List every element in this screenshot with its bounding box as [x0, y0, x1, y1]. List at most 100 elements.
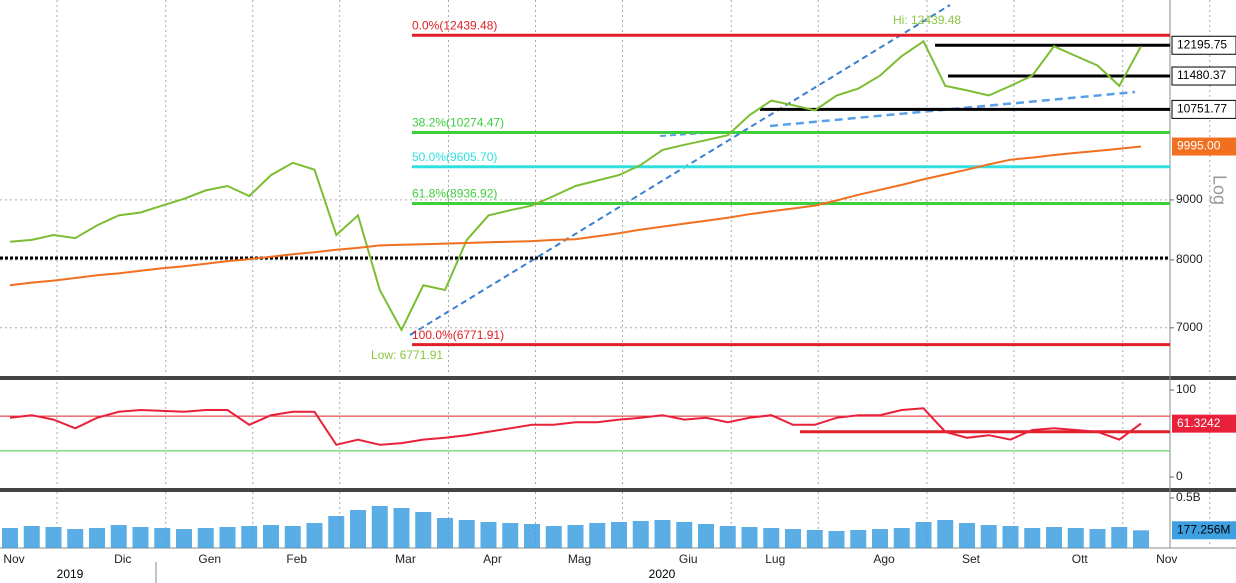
- volume-bar: [197, 528, 214, 548]
- volume-bar: [611, 522, 627, 548]
- y-tick-label: 7000: [1176, 320, 1203, 334]
- level-label: 0.0%(12439.48): [412, 18, 497, 32]
- volume-bar: [937, 520, 954, 548]
- volume-bar: [719, 526, 736, 548]
- volume-bar: [502, 523, 519, 548]
- x-tick-label: Ott: [1072, 552, 1089, 566]
- price-tag: [1171, 99, 1236, 119]
- volume-bar: [654, 520, 671, 548]
- trend-line: [409, 4, 951, 336]
- volume-bar: [545, 526, 562, 548]
- volume-bar: [480, 522, 497, 548]
- volume-bar: [632, 521, 649, 548]
- price-tag-label: 12195.75: [1177, 37, 1227, 51]
- last-value-tag: [1172, 521, 1236, 540]
- x-tick-label: Mag: [568, 552, 591, 566]
- volume-bar: [306, 523, 323, 548]
- volume-bar: [1089, 529, 1106, 548]
- volume-bar: [1067, 528, 1084, 548]
- volume-bar: [241, 526, 258, 548]
- volume-bar: [415, 512, 432, 548]
- series-line: [9, 39, 1142, 333]
- level-label: 50.0%(9605.70): [412, 150, 497, 164]
- series-line: [9, 407, 1142, 446]
- volume-bar: [1024, 528, 1041, 548]
- volume-bar: [1002, 526, 1019, 548]
- volume-bar: [371, 506, 388, 548]
- year-label: 2020: [649, 567, 676, 581]
- last-value-tag: [1172, 414, 1236, 433]
- last-value-label: 61.3242: [1177, 416, 1221, 430]
- volume-bar: [806, 530, 823, 548]
- x-tick-label: Lug: [765, 552, 785, 566]
- y-tick-label: 0: [1176, 469, 1183, 483]
- volume-bar: [350, 510, 366, 548]
- volume-bar: [458, 520, 475, 548]
- volume-bar: [393, 508, 410, 548]
- x-tick-label: Ago: [873, 552, 895, 566]
- volume-bar: [67, 529, 84, 548]
- year-label: 2019: [57, 567, 84, 581]
- scale-label: Log: [1209, 175, 1229, 205]
- x-tick-label: Apr: [483, 552, 502, 566]
- volume-bar: [2, 528, 18, 548]
- volume-bar: [524, 524, 540, 548]
- y-tick-label: 8000: [1176, 252, 1203, 266]
- x-tick-label: Mar: [395, 552, 416, 566]
- volume-bar: [23, 526, 40, 548]
- volume-bar: [567, 525, 584, 548]
- last-value-label: 177.256M: [1177, 522, 1230, 536]
- volume-bar: [763, 528, 780, 548]
- volume-bar: [872, 529, 888, 548]
- volume-bar: [893, 528, 910, 548]
- series-line: [9, 145, 1142, 287]
- volume-bar: [263, 525, 279, 548]
- volume-bar: [589, 523, 606, 548]
- volume-bar: [219, 527, 236, 548]
- volume-bar: [676, 522, 693, 548]
- volume-bar: [284, 526, 301, 548]
- volume-bar: [698, 524, 714, 548]
- x-tick-label: Nov: [3, 552, 24, 566]
- level-label: 38.2%(10274.47): [412, 116, 504, 130]
- volume-bar: [980, 525, 997, 548]
- volume-bar: [1133, 530, 1149, 548]
- price-tag: [1171, 66, 1236, 86]
- x-tick-label: Dic: [114, 552, 131, 566]
- last-value-label: 9995.00: [1177, 139, 1221, 153]
- level-label: 61.8%(8936.92): [412, 187, 497, 201]
- volume-bar: [110, 525, 127, 548]
- volume-bar: [850, 530, 867, 548]
- panel-separator: [0, 488, 1236, 492]
- annotation: Hi: 12439.48: [893, 13, 961, 27]
- x-tick-label: Nov: [1156, 552, 1177, 566]
- volume-bar: [1111, 527, 1128, 548]
- x-tick-label: Gen: [198, 552, 221, 566]
- volume-bar: [785, 529, 801, 548]
- price-tag-label: 10751.77: [1177, 102, 1227, 116]
- last-value-tag: [1172, 137, 1236, 156]
- price-tag: [1171, 35, 1236, 55]
- volume-bar: [89, 528, 105, 548]
- y-tick-label: 9000: [1176, 192, 1203, 206]
- panel-separator: [0, 376, 1236, 380]
- volume-bar: [176, 529, 192, 548]
- x-tick-label: Feb: [286, 552, 307, 566]
- x-tick-label: Giu: [679, 552, 698, 566]
- y-tick-label: 0.5B: [1176, 490, 1201, 504]
- volume-bar: [45, 527, 62, 548]
- price-tag-label: 11480.37: [1177, 68, 1226, 82]
- volume-bar: [828, 531, 845, 548]
- volume-bar: [437, 518, 453, 548]
- volume-bar: [915, 522, 932, 548]
- y-tick-label: 100: [1176, 382, 1196, 396]
- volume-bar: [132, 527, 149, 548]
- x-tick-label: Set: [962, 552, 981, 566]
- volume-bar: [154, 528, 171, 548]
- volume-bar: [1046, 527, 1062, 548]
- level-label: 100.0%(6771.91): [412, 328, 504, 342]
- volume-bar: [959, 523, 975, 548]
- annotation: Low: 6771.91: [371, 348, 443, 362]
